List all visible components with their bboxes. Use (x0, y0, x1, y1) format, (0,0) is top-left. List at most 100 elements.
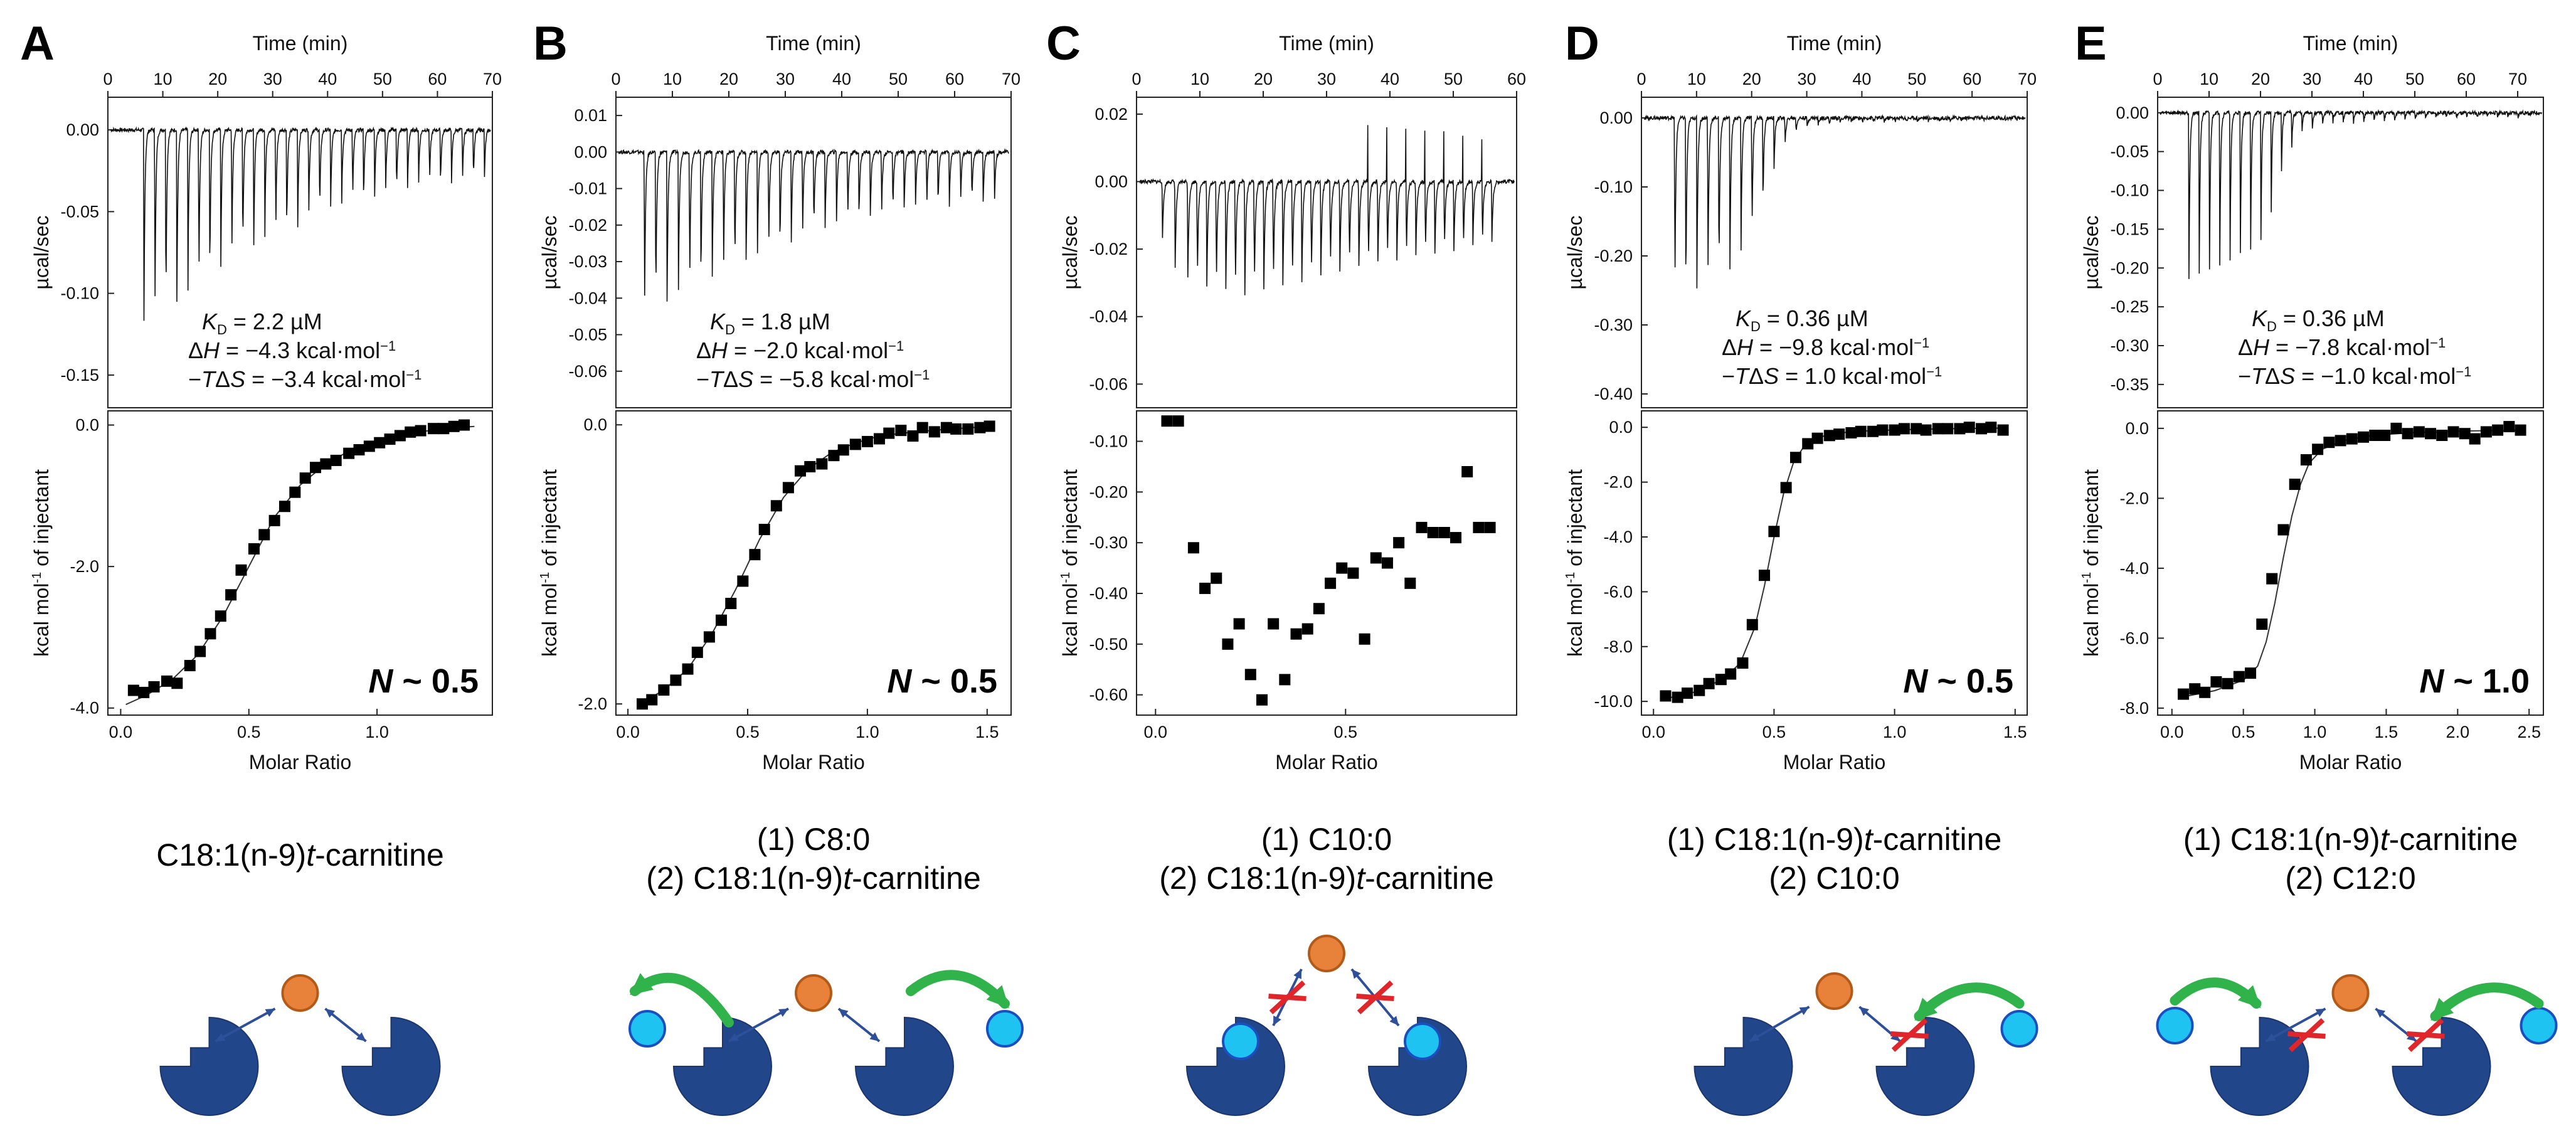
data-point (940, 422, 952, 433)
block-cross (2407, 1031, 2445, 1039)
data-point (248, 543, 260, 555)
molar-axis-label: Molar Ratio (2299, 751, 2402, 773)
data-point (2358, 431, 2369, 443)
data-point (2277, 524, 2289, 536)
data-point (703, 631, 715, 643)
power-tick-label: -0.25 (2110, 297, 2149, 316)
power-tick-label: -0.10 (2110, 181, 2149, 200)
power-tick-label: -0.05 (60, 202, 99, 221)
data-point (1438, 527, 1450, 538)
data-point (1301, 623, 1313, 635)
ligand-caption: (2) C18:1(n-9)t-carnitine (1159, 861, 1494, 896)
data-point (637, 698, 648, 710)
time-tick-label: 70 (2018, 70, 2037, 88)
thermogram-trace (2160, 109, 2543, 279)
exchange-arrow (1914, 982, 2025, 1021)
isotherm-frame (1136, 410, 1517, 716)
data-point (1823, 430, 1835, 442)
enthalpy-value: ΔH = −2.0 kcal·mol−1 (696, 337, 904, 363)
data-point (1211, 572, 1222, 584)
data-point (1161, 415, 1173, 427)
protein-subunit (1367, 1016, 1467, 1116)
kd-value: KD = 0.36 µM (1736, 305, 1868, 334)
data-point (1381, 557, 1393, 569)
molar-tick-label: 1.0 (365, 723, 389, 741)
stoichiometry-label: N ~ 0.5 (887, 662, 997, 700)
exchange-arrow (2430, 982, 2544, 1021)
binding-arrow (728, 1007, 789, 1043)
data-point (1325, 577, 1337, 589)
data-point (215, 610, 226, 622)
arrow-head (869, 1032, 879, 1041)
data-point (2379, 430, 2391, 442)
exchange-arrow-head (2430, 997, 2454, 1021)
competitor-ball (628, 1010, 666, 1048)
data-point (2390, 422, 2402, 434)
arrow-head (265, 1009, 275, 1017)
time-axis-label: Time (min) (1787, 32, 1882, 55)
data-point (1473, 521, 1485, 533)
data-point (1359, 633, 1370, 645)
kd-value: KD = 0.36 µM (2252, 305, 2385, 334)
power-tick-label: -0.06 (1089, 374, 1128, 393)
data-point (758, 524, 770, 536)
data-point (2323, 437, 2335, 449)
data-point (384, 433, 396, 445)
molar-tick-label: 0.0 (1641, 723, 1665, 741)
power-tick-label: -0.20 (2110, 258, 2149, 277)
time-axis-label: Time (min) (1279, 32, 1374, 55)
data-point (1898, 423, 1910, 435)
data-point (225, 589, 237, 601)
time-tick-label: 0 (2153, 70, 2162, 88)
data-point (1693, 684, 1705, 696)
data-point (646, 694, 658, 706)
panel-b: B 0 10 20 30 40 50 60 70 Time (min) 0.01 0.00 -0.01 -… (533, 17, 1024, 1116)
data-point (895, 425, 907, 437)
data-point (2413, 426, 2425, 438)
time-tick-label: 10 (2200, 70, 2218, 88)
time-tick-label: 10 (154, 70, 172, 88)
block-cross (2287, 1031, 2326, 1039)
data-point (1867, 425, 1879, 437)
protein-subunit (672, 1016, 772, 1116)
data-point (1954, 423, 1966, 435)
fit-curve (1665, 427, 2003, 699)
binding-arrow (2265, 1007, 2326, 1043)
power-tick-label: 0.00 (574, 142, 607, 161)
data-point (874, 433, 885, 445)
data-point (2312, 443, 2324, 455)
data-point (2402, 428, 2414, 440)
heat-tick-label: -6.0 (2119, 629, 2149, 647)
power-tick-label: -0.40 (1594, 385, 1633, 403)
molar-tick-label: 1.0 (2303, 723, 2327, 741)
data-point (1911, 423, 1922, 435)
time-tick-label: 20 (2251, 70, 2270, 88)
arrow-head (1749, 1033, 1760, 1041)
time-tick-label: 40 (2354, 70, 2373, 88)
exchange-arrow-head (630, 973, 654, 996)
time-tick-label: 40 (1852, 70, 1871, 88)
heat-tick-label: -2.0 (578, 694, 607, 713)
data-point (782, 482, 794, 494)
power-tick-label: -0.20 (1594, 247, 1633, 265)
data-point (1855, 425, 1867, 437)
data-point (138, 686, 150, 698)
protein-subunit (1185, 1016, 1285, 1116)
heat-tick-label: -0.50 (1089, 635, 1128, 654)
competitor-ball (2520, 1007, 2558, 1044)
isotherm-frame (107, 410, 493, 716)
data-point (363, 440, 375, 452)
arrow-head (325, 1009, 336, 1018)
competitor-ball (1222, 1022, 1259, 1060)
arrow-head (1799, 1007, 1810, 1016)
power-tick-label: -0.15 (60, 366, 99, 385)
heat-tick-label: -2.0 (70, 557, 99, 576)
data-point (2289, 479, 2301, 491)
power-tick-label: -0.15 (2110, 220, 2149, 238)
block-cross (1268, 994, 1307, 1001)
arrow-head (1890, 1032, 1900, 1041)
data-point (330, 454, 342, 466)
heat-axis-label: kcal mol-1 of injectant (30, 469, 53, 657)
power-axis-label: µcal/sec (1564, 215, 1586, 289)
panel-e: E 0 10 20 30 40 50 60 70 Time (min) 0.00 -0.05 -0.10… (2075, 17, 2558, 1116)
